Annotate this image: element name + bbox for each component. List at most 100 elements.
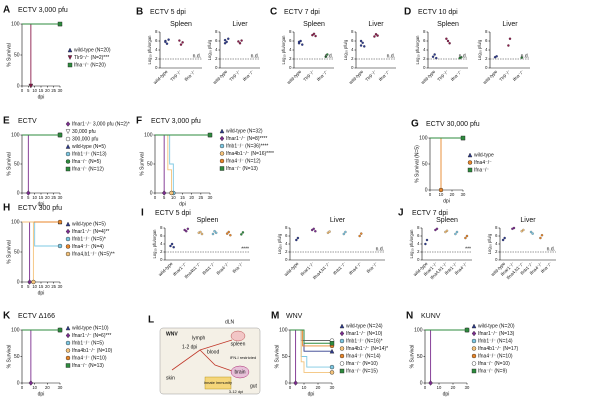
marker <box>339 361 345 366</box>
legend-label: Ifna⁻/⁻ (N=13) <box>226 166 258 172</box>
category-label: Ifnb1⁻/⁻ <box>201 261 216 276</box>
category-label: Ifna4,b1⁻/⁻ <box>312 261 332 281</box>
marker <box>467 152 473 158</box>
x-tick-label: 20 <box>45 88 50 93</box>
panel-title: ECTV Δ166 <box>18 313 55 320</box>
marker <box>428 380 433 386</box>
diagram-label: IFN-I restricted <box>230 355 256 360</box>
x-tick-label: 10 <box>302 385 307 390</box>
marker <box>467 167 473 173</box>
data-point <box>213 229 216 233</box>
y-tick-label: 4 <box>289 47 292 52</box>
marker <box>219 143 225 149</box>
panel-letter: H <box>3 203 10 214</box>
y-tick-label: 0 <box>417 257 420 262</box>
panel-letter: B <box>136 7 143 18</box>
data-point <box>229 233 232 237</box>
legend-label: Ifna4⁻/⁻ (N=12) <box>226 158 261 164</box>
panel-letter: K <box>3 311 11 322</box>
marker <box>57 327 63 333</box>
marker <box>471 330 477 337</box>
x-tick-label: 30 <box>465 385 470 390</box>
y-tick-label: 6 <box>423 38 426 43</box>
category-label: wild-type <box>152 69 168 85</box>
category-label: wild-type <box>283 261 299 277</box>
category-label: Tlr9⁻/⁻ <box>364 69 378 83</box>
x-tick-label: 0 <box>21 284 24 289</box>
legend-label: Ifna⁻/⁻ (N=9) <box>478 368 507 374</box>
data-point <box>169 244 172 248</box>
diagram-label: WNV <box>166 331 178 337</box>
legend-label: 30,000 pfu <box>72 129 96 135</box>
panel-title: ECTV 3,000 pfu <box>151 118 201 125</box>
x-tick-label: 10 <box>32 88 37 93</box>
subplot-title: Spleen <box>303 21 325 28</box>
data-point <box>520 56 523 59</box>
y-axis-label: Log₁₀ pfu/organ <box>281 35 286 65</box>
y-tick-label: 50 <box>417 354 423 360</box>
data-point <box>445 229 449 232</box>
annotation: n.d. <box>521 53 529 59</box>
data-point <box>167 38 170 41</box>
y-tick-label: 8 <box>285 225 288 230</box>
y-tick-label: 2 <box>485 56 488 61</box>
diagram-label: skin <box>166 375 175 381</box>
y-tick-label: 4 <box>417 241 420 246</box>
panel-letter: D <box>404 7 411 18</box>
category-label: Ifna⁻/⁻ <box>378 69 392 83</box>
data-point <box>311 33 314 37</box>
y-axis-label: % Survival <box>274 345 280 369</box>
panel-title: WNV <box>286 313 303 320</box>
y-axis-label: % Survival <box>6 43 12 67</box>
y-tick-label: 8 <box>155 29 158 34</box>
marker <box>65 121 71 127</box>
category-label: Tlr9⁻/⁻ <box>436 69 450 83</box>
marker <box>67 55 73 60</box>
x-tick-label: 30 <box>58 284 63 289</box>
y-axis-label: % Survival (N=5) <box>414 145 420 183</box>
data-point <box>424 242 427 246</box>
marker <box>339 346 345 351</box>
y-tick-label: 50 <box>14 249 20 255</box>
x-axis-label: dpi <box>443 391 450 397</box>
y-axis-label: Log₁₀ pfu/g <box>477 39 482 60</box>
panel-title: ECTV 3,000 pfu <box>18 7 68 14</box>
x-tick-label: 25 <box>198 195 203 200</box>
data-point <box>200 232 204 236</box>
data-point <box>241 231 245 234</box>
marker <box>329 370 335 375</box>
data-point <box>344 230 347 234</box>
x-axis-label: dpi <box>443 198 450 204</box>
legend-label: Ifna4⁻/⁻ (N=14) <box>346 353 381 359</box>
y-tick-label: 6 <box>285 233 288 238</box>
data-point <box>296 236 300 240</box>
annotation: n.d. <box>251 53 259 59</box>
marker <box>339 368 345 374</box>
data-point <box>433 53 436 56</box>
subplot-title: Liver <box>502 21 518 28</box>
diagram-l: L WNV dLN lymph 1-2 dpi blood spleen ski… <box>148 315 261 395</box>
y-tick-label: 0 <box>425 187 428 193</box>
category-label: Ifna⁻/⁻ <box>450 69 464 83</box>
panel-title: ECTV 7 dpi <box>412 210 448 217</box>
panel-letter: L <box>148 315 154 326</box>
legend-label: Ifna⁻/⁻ (N=20) <box>74 62 106 68</box>
category-label: Ifna⁻/⁻ <box>512 69 526 83</box>
subplot-title: Spleen <box>170 21 192 28</box>
data-point <box>434 228 437 232</box>
marker <box>329 341 335 346</box>
data-point <box>178 39 181 42</box>
y-tick-label: 4 <box>485 47 488 52</box>
marker <box>219 135 225 142</box>
panel-title: ECTV <box>18 118 37 125</box>
marker <box>67 62 73 68</box>
data-point <box>314 34 317 38</box>
data-point <box>501 238 505 242</box>
y-tick-label: 0 <box>17 83 20 89</box>
data-point <box>455 230 459 234</box>
category-label: Ifna⁻/⁻ <box>242 69 256 83</box>
data-point <box>465 234 469 238</box>
data-point <box>223 42 227 45</box>
panel-title: KUNV <box>421 313 441 320</box>
subplot-title: Spleen <box>437 21 459 28</box>
